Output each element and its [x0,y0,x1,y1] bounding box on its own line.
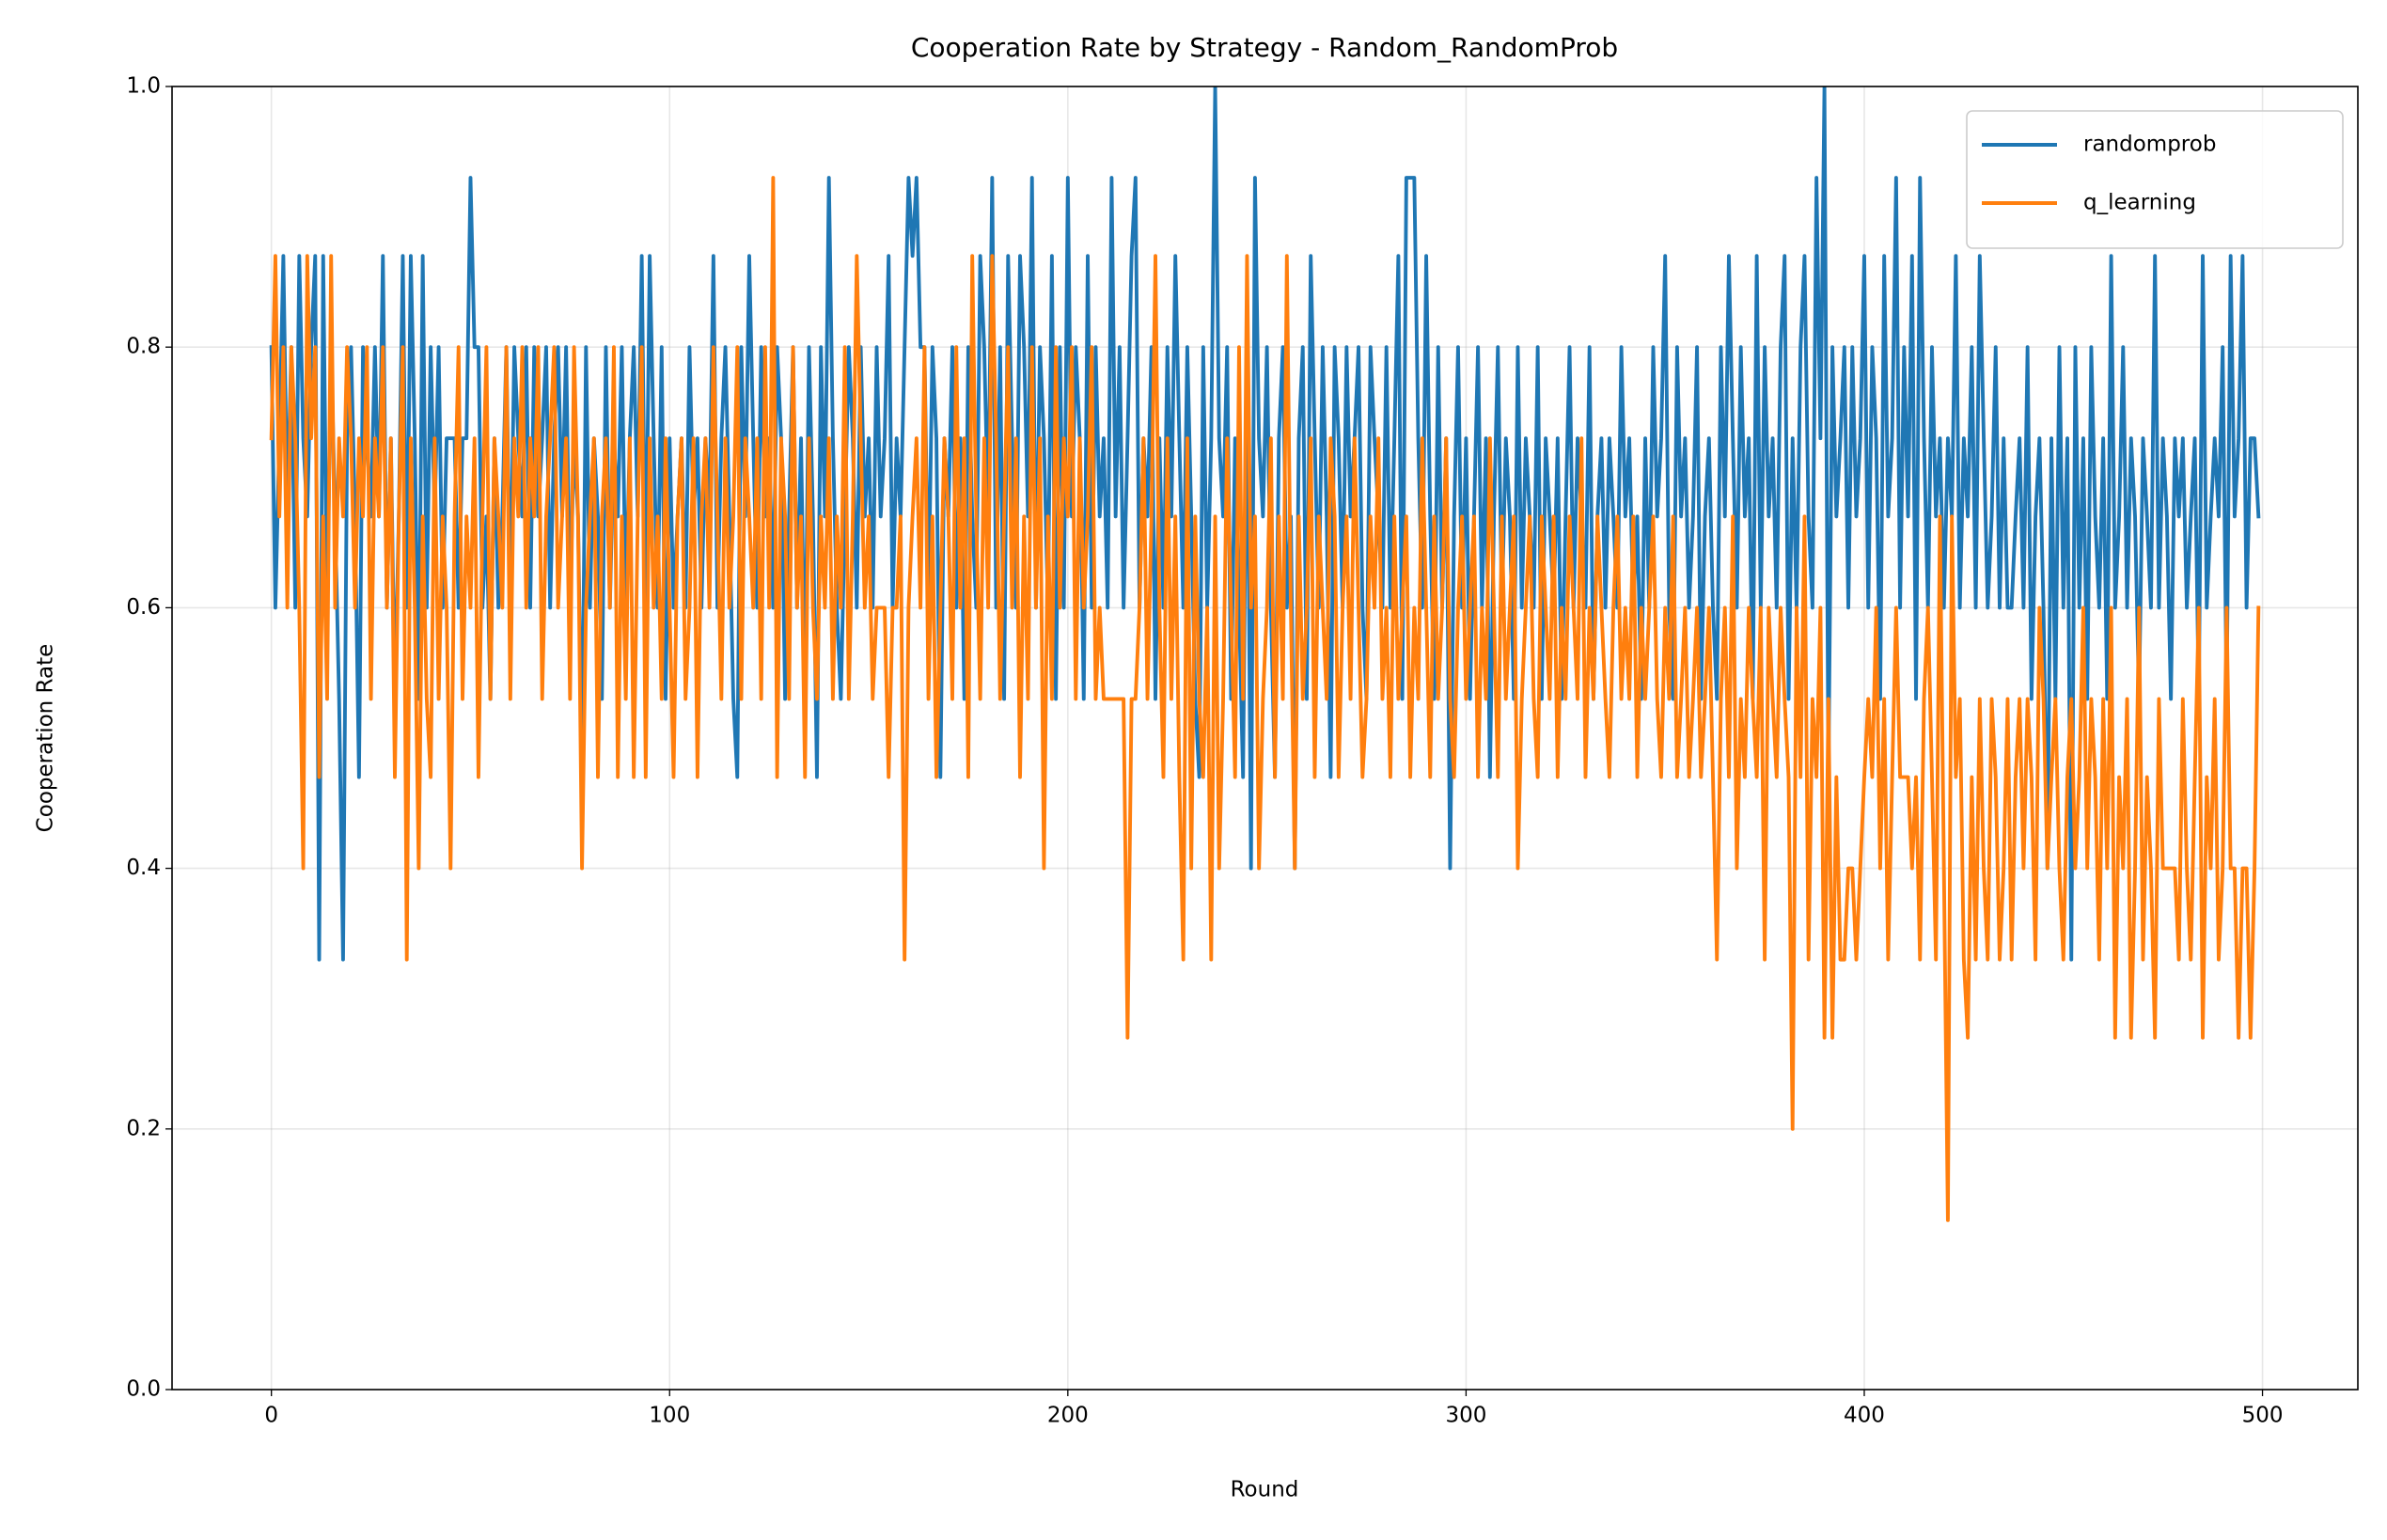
chart-title: Cooperation Rate by Strategy - Random_Ra… [911,32,1618,63]
axes-frame [171,86,2359,1391]
y-tick-label: 0.2 [126,1116,161,1140]
x-axis-label: Round [1231,1478,1299,1502]
x-tick-label: 0 [264,1404,278,1428]
x-tick-label: 100 [649,1404,690,1428]
y-tick-label: 0.6 [126,595,161,620]
y-tick-label: 1.0 [126,74,161,99]
series-line [269,86,2261,962]
y-tick-label: 0.0 [126,1377,161,1402]
x-tick-label: 400 [1844,1404,1885,1428]
plot-area [269,86,2261,1222]
x-tick-label: 300 [1445,1404,1486,1428]
legend: randomprob q_learning [1966,110,2344,249]
x-tick-label: 200 [1047,1404,1089,1428]
x-tick-label: 500 [2242,1404,2284,1428]
series-line [269,176,2261,1222]
legend-label: randomprob [2083,133,2216,157]
y-axis-label: Cooperation Rate [34,644,58,833]
legend-frame [1966,110,2344,249]
legend-label: q_learning [2083,191,2196,215]
y-tick-label: 0.8 [126,335,161,359]
y-tick-label: 0.4 [126,856,161,880]
